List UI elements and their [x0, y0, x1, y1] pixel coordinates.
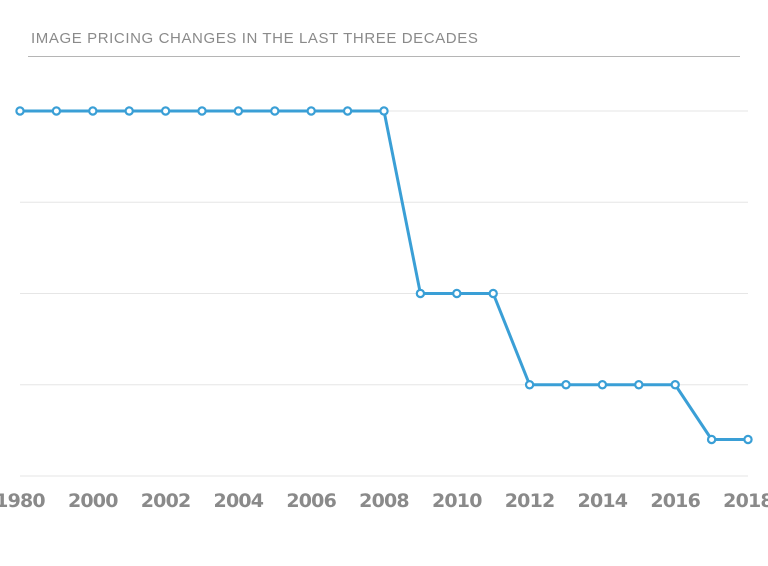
data-point: [634, 380, 644, 390]
x-tick-label: 2000: [68, 490, 118, 512]
data-point: [379, 106, 389, 116]
series-line-0: [20, 109, 748, 441]
series-layer: [15, 106, 753, 445]
data-point: [488, 288, 498, 299]
gridlines: [20, 110, 748, 477]
data-point: [270, 106, 280, 116]
x-tick-label: 2014: [578, 490, 628, 512]
x-tick-label: 2016: [650, 490, 700, 512]
data-point: [342, 106, 353, 116]
x-tick-label: 2012: [505, 490, 555, 512]
x-axis-tick-labels: 1980 2000 2002 2004 2006 2008 2010 2012 2014 2016…: [0, 490, 768, 512]
chart-title: IMAGE PRICING CHANGES IN THE LAST THREE …: [31, 30, 479, 47]
data-point: [306, 106, 316, 116]
data-point: [197, 106, 207, 116]
data-point: [51, 106, 62, 116]
data-point: [88, 106, 98, 116]
x-tick-label: 1980: [0, 490, 45, 512]
data-point: [233, 106, 244, 116]
x-tick-label: 2010: [432, 490, 482, 512]
data-point: [15, 106, 25, 116]
data-point: [524, 380, 535, 390]
data-point: [452, 288, 462, 299]
data-point: [670, 380, 680, 390]
data-point: [124, 106, 134, 116]
x-tick-label: 2018: [723, 490, 768, 512]
data-point: [415, 288, 426, 299]
x-tick-label: 2004: [214, 490, 264, 512]
x-tick-label: 2008: [359, 490, 409, 512]
data-point: [561, 380, 571, 390]
data-point: [743, 434, 753, 445]
x-tick-label: 2006: [286, 490, 336, 512]
data-point: [597, 380, 608, 390]
x-tick-label: 2002: [141, 490, 191, 512]
data-point: [160, 106, 171, 116]
data-point: [706, 434, 717, 445]
title-divider: [28, 56, 740, 57]
